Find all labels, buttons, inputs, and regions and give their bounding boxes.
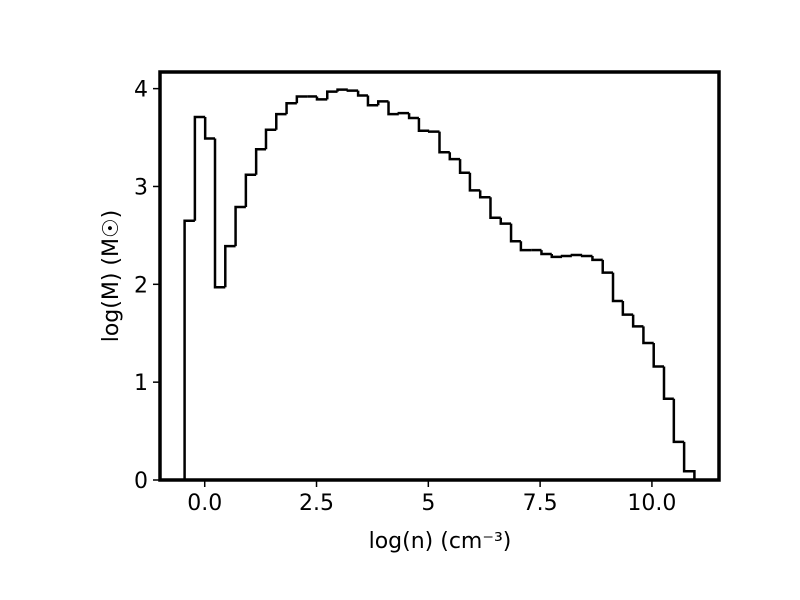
histogram-step [407, 113, 419, 120]
histogram-step [672, 398, 685, 444]
y-tick-label: 2 [134, 273, 148, 298]
histogram-step [213, 138, 226, 289]
histogram-step [366, 95, 379, 107]
histogram-step [438, 131, 450, 154]
histogram-step [448, 152, 461, 161]
histogram-step [203, 117, 216, 140]
histogram-step [652, 343, 664, 368]
histogram-step [570, 253, 583, 257]
x-tick-label: 2.5 [299, 491, 334, 516]
x-tick-label: 0.0 [187, 491, 222, 516]
y-tick-label: 4 [134, 78, 148, 103]
x-tick-label: 5 [421, 491, 435, 516]
histogram-step [591, 255, 603, 262]
y-tick-label: 3 [134, 175, 148, 200]
y-axis-label: log(M) (M☉) [99, 210, 124, 343]
histogram-step [478, 190, 491, 199]
histogram-step [295, 95, 308, 104]
histogram-step [356, 90, 368, 97]
x-axis-label: log(n) (cm⁻³) [369, 529, 512, 554]
histogram-step [682, 441, 696, 480]
histogram-step [224, 244, 236, 288]
histogram-step [468, 172, 481, 192]
histogram-step [254, 148, 266, 175]
histogram-step [601, 259, 614, 274]
histogram-step [580, 254, 593, 258]
histogram-step [519, 241, 532, 252]
x-tick-label: 10.0 [627, 491, 676, 516]
histogram-step [458, 159, 470, 175]
histogram-step [509, 223, 521, 243]
histogram-step [642, 326, 654, 345]
histogram-step [631, 314, 644, 328]
histogram-step [376, 100, 389, 106]
histogram-step [397, 111, 410, 115]
histogram-step [417, 117, 430, 132]
histogram-step [183, 219, 195, 480]
histogram-step [387, 101, 399, 116]
histogram-step [285, 102, 297, 115]
histogram-step [346, 89, 359, 92]
histogram-step [326, 90, 338, 100]
histogram-step [662, 366, 674, 401]
histogram-step [336, 88, 348, 92]
histogram-step [244, 173, 257, 208]
histogram-step [234, 205, 246, 247]
histogram-step [611, 272, 623, 303]
histogram-step [560, 254, 572, 258]
histogram-step [193, 115, 206, 221]
histogram-step [550, 253, 563, 259]
histogram-step [621, 300, 634, 316]
y-tick-label: 0 [134, 469, 148, 494]
histogram-step [540, 250, 552, 256]
y-tick-label: 1 [134, 371, 148, 396]
x-tick-label: 7.5 [523, 491, 558, 516]
histogram-step [275, 112, 287, 130]
histogram-step [315, 96, 328, 101]
histogram-step [427, 130, 440, 133]
histogram-step [489, 197, 501, 220]
histogram-step [499, 217, 512, 225]
plot-frame [158, 70, 721, 482]
histogram-step [264, 128, 277, 150]
